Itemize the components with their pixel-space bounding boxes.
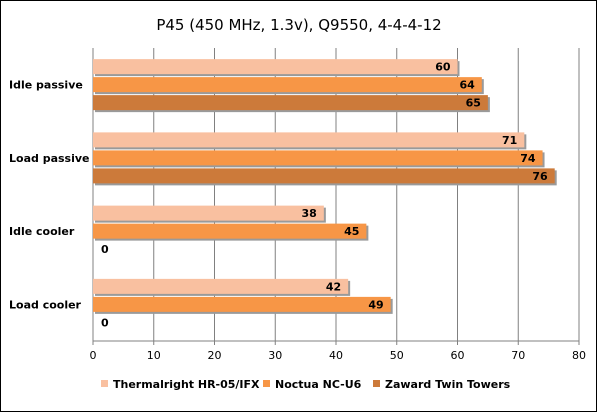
x-tick-label: 70 [511,349,525,362]
legend-swatch [373,380,380,387]
bar [93,132,525,148]
data-label: 49 [368,298,383,311]
x-tick-label: 50 [390,349,404,362]
data-label: 45 [344,225,359,238]
bar [93,95,488,111]
bar [93,296,391,312]
x-tick-label: 30 [268,349,282,362]
data-label: 0 [101,243,109,256]
legend-swatch [101,380,108,387]
category-label: Load passive [9,152,90,165]
data-label: 64 [459,79,475,92]
x-tick-label: 80 [572,349,586,362]
data-label: 0 [101,316,109,329]
x-tick-label: 10 [147,349,161,362]
data-label: 42 [326,280,341,293]
chart-title: P45 (450 MHz, 1.3v), Q9550, 4-4-4-12 [156,16,441,34]
data-label: 74 [520,152,536,165]
bar [93,59,458,75]
category-label: Idle cooler [9,225,75,238]
x-tick-label: 60 [451,349,465,362]
data-label: 71 [502,134,517,147]
x-tick-label: 0 [90,349,97,362]
bar [93,150,543,166]
x-tick-label: 20 [208,349,222,362]
bar [93,205,324,221]
data-label: 76 [532,170,548,183]
data-label: 60 [435,61,451,74]
legend-label: Noctua NC-U6 [275,378,362,391]
bar [93,77,482,93]
legend-swatch [263,380,270,387]
category-label: Load cooler [9,298,82,311]
legend-label: Thermalright HR-05/IFX [113,378,260,391]
legend-label: Zaward Twin Towers [385,378,511,391]
bar [93,223,367,239]
bar [93,168,555,184]
data-label: 65 [466,97,481,110]
plot-area: 0 10 20 30 40 50 60 70 80 Idle passive 60 64 65 Load … [9,48,586,362]
data-label: 38 [302,207,317,220]
x-tick-label: 40 [329,349,343,362]
category-label: Idle passive [9,79,83,92]
bar [93,278,349,294]
legend: Thermalright HR-05/IFX Noctua NC-U6 Zaward… [101,378,511,391]
